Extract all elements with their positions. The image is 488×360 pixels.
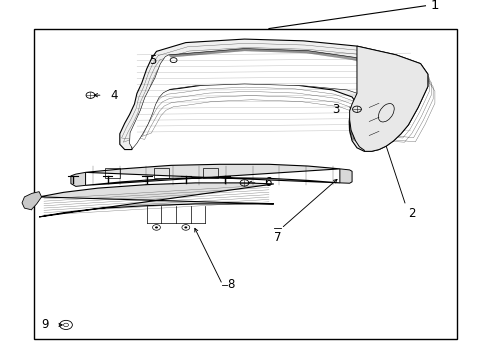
Text: 5: 5 — [149, 54, 156, 67]
Text: 9: 9 — [41, 319, 49, 332]
Polygon shape — [39, 183, 273, 217]
Text: 1: 1 — [429, 0, 438, 12]
Polygon shape — [22, 192, 41, 210]
Polygon shape — [120, 39, 427, 151]
Polygon shape — [71, 172, 85, 186]
Polygon shape — [339, 169, 351, 183]
Text: 3: 3 — [332, 103, 339, 116]
Polygon shape — [129, 49, 413, 149]
Text: 8: 8 — [227, 278, 234, 291]
Circle shape — [155, 226, 158, 229]
Circle shape — [184, 226, 187, 229]
Text: 2: 2 — [407, 207, 415, 220]
Polygon shape — [349, 46, 427, 151]
Text: 4: 4 — [110, 89, 117, 102]
Polygon shape — [85, 164, 339, 185]
Text: 6: 6 — [264, 176, 271, 189]
Text: 7: 7 — [273, 231, 281, 244]
